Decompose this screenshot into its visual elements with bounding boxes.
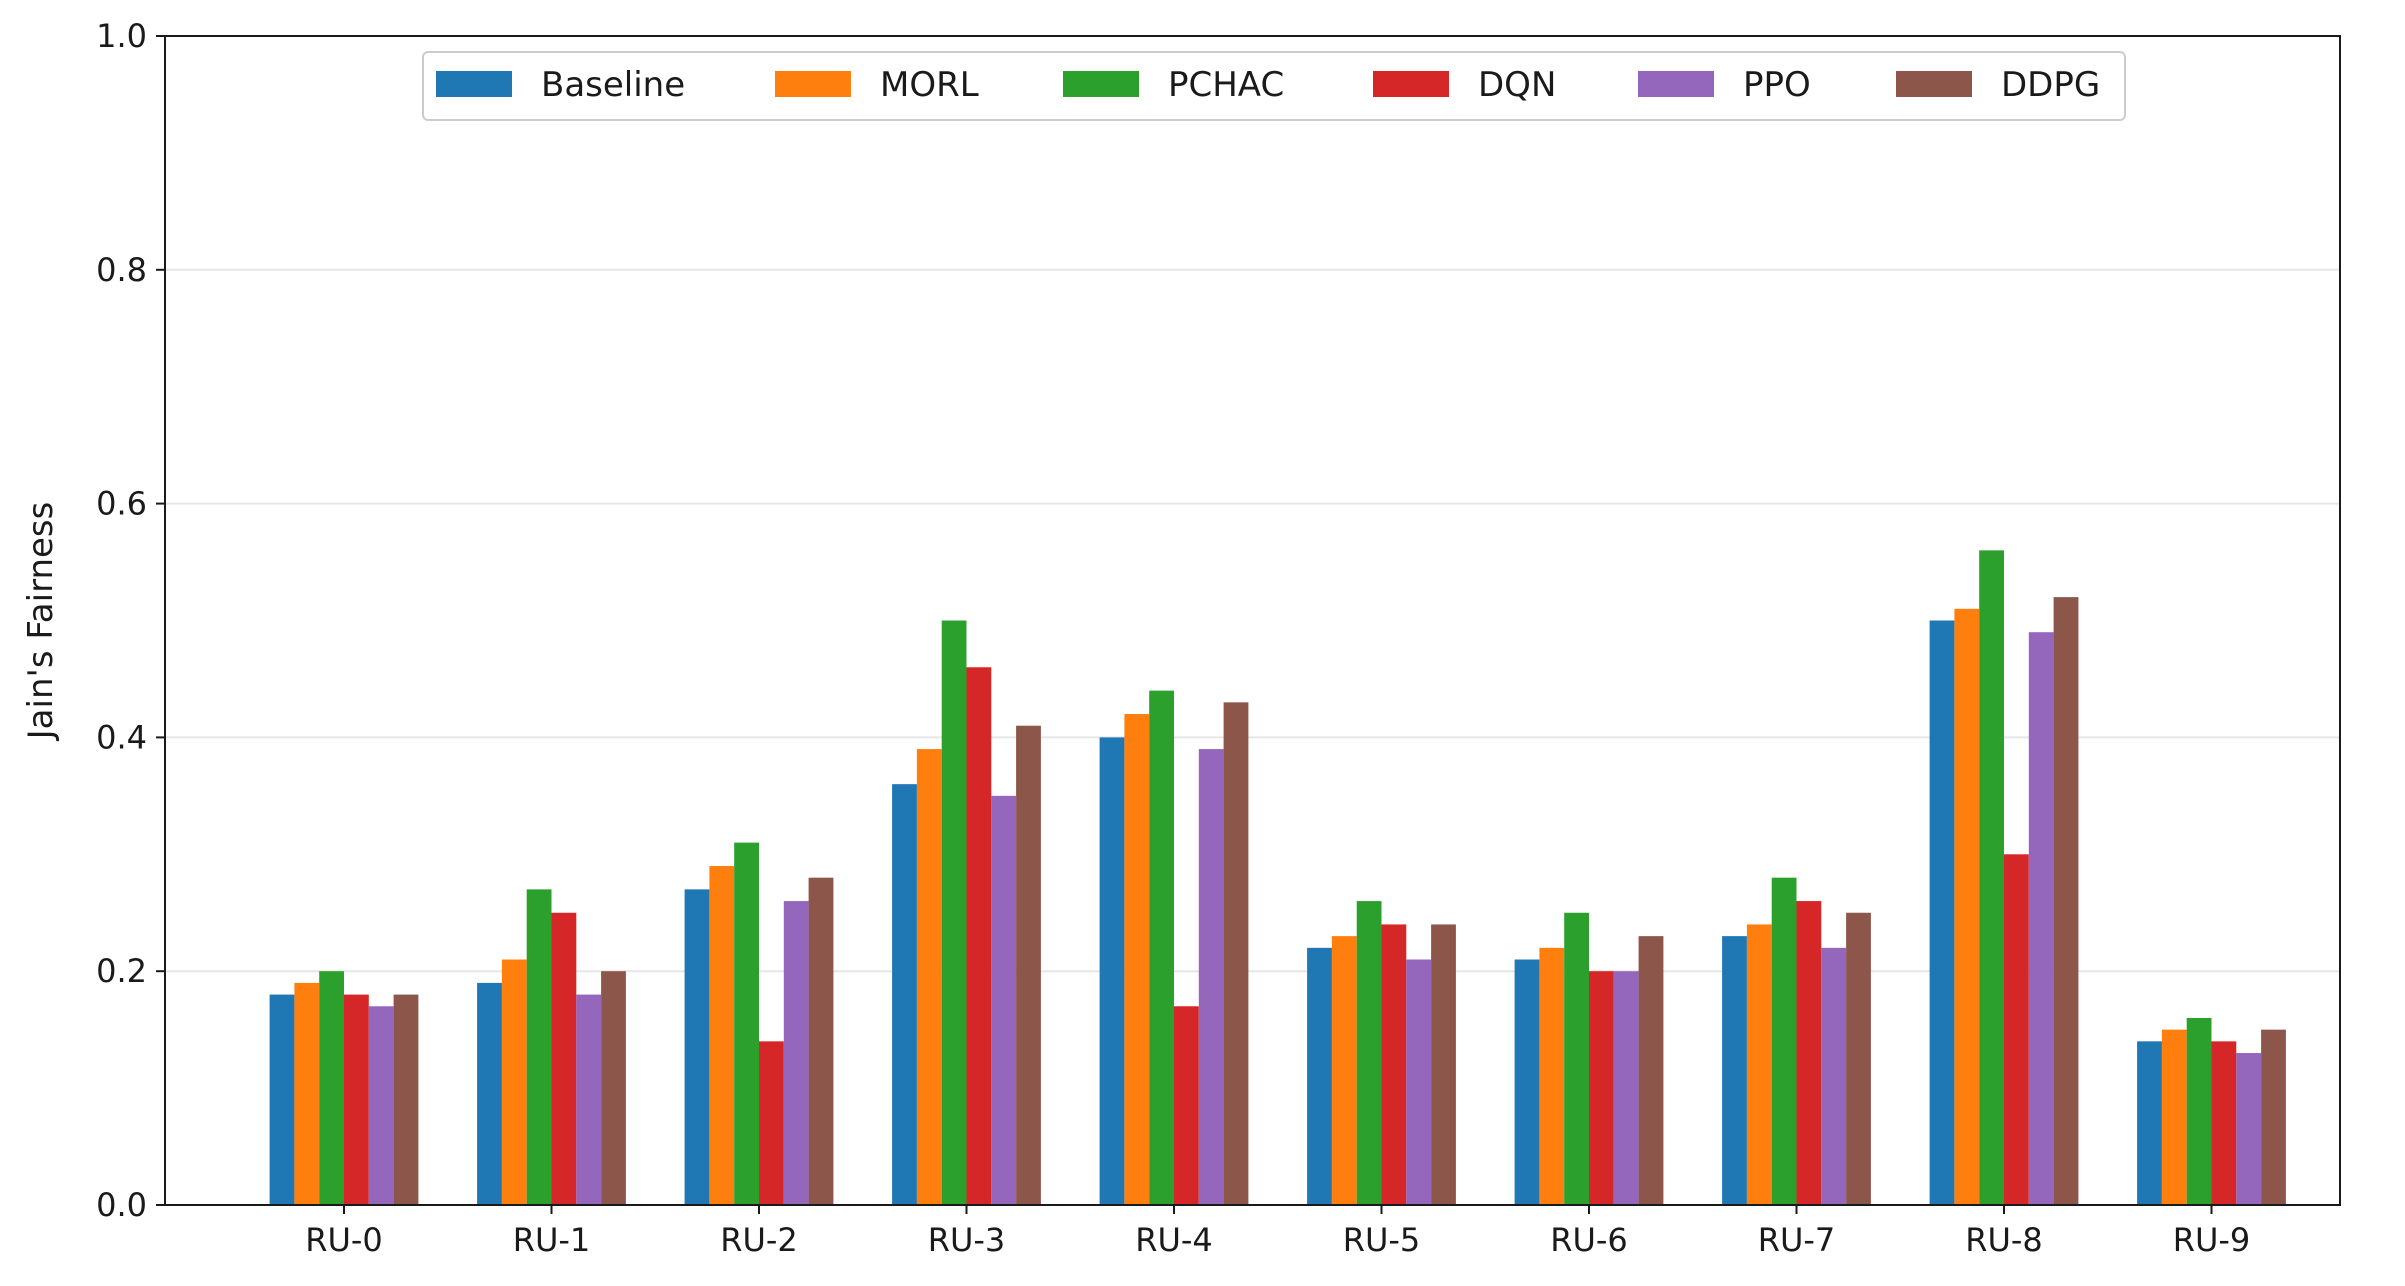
x-tick-label: RU-3 [928,1221,1006,1259]
bar-baseline-ru-8 [1929,620,1955,1205]
legend-swatch-dqn [1373,71,1449,97]
bar-ddpg-ru-8 [2053,597,2079,1205]
bar-ddpg-ru-7 [1846,912,1871,1205]
bar-pchac-ru-1 [526,889,552,1205]
bar-ddpg-ru-1 [601,971,626,1205]
bar-pchac-ru-3 [941,620,967,1205]
x-tick-label: RU-2 [720,1221,798,1259]
bar-morl-ru-2 [709,865,735,1205]
legend-swatch-ddpg [1896,71,1972,97]
legend-label-pchac: PCHAC [1168,65,1284,105]
legend-label-morl: MORL [880,65,979,105]
bar-ddpg-ru-6 [1638,936,1664,1205]
bar-dqn-ru-6 [1589,971,1614,1205]
bar-pchac-ru-2 [734,842,759,1205]
y-tick-label: 0.4 [96,718,147,756]
bar-ppo-ru-4 [1198,749,1224,1205]
bar-ppo-ru-1 [576,994,602,1205]
bar-morl-ru-1 [501,959,527,1205]
plot-frame [164,35,2341,1206]
bar-dqn-ru-8 [2004,854,2029,1205]
legend-label-ddpg: DDPG [2001,65,2100,105]
x-tick-label: RU-1 [513,1221,591,1259]
x-tick-label: RU-0 [305,1221,383,1259]
x-tick-label: RU-5 [1343,1221,1421,1259]
y-axis-title: Jain's Fairness [21,502,61,742]
bar-dqn-ru-2 [759,1041,784,1205]
bar-morl-ru-4 [1124,714,1150,1205]
bar-morl-ru-0 [294,982,320,1205]
bar-ddpg-ru-3 [1016,725,1041,1205]
bar-ppo-ru-7 [1821,947,1847,1205]
legend-swatch-baseline [436,71,512,97]
bars [269,550,2286,1205]
bar-ddpg-ru-0 [393,994,419,1205]
bar-ddpg-ru-5 [1431,924,1456,1205]
bar-dqn-ru-7 [1796,901,1822,1205]
bar-ddpg-ru-9 [2261,1029,2286,1205]
bar-morl-ru-3 [916,749,942,1205]
x-tick-label: RU-4 [1135,1221,1213,1259]
bar-dqn-ru-5 [1381,924,1407,1205]
bar-ddpg-ru-2 [808,877,834,1205]
bar-ppo-ru-6 [1613,971,1639,1205]
x-tick-label: RU-8 [1965,1221,2043,1259]
bar-baseline-ru-6 [1514,959,1540,1205]
bar-ppo-ru-8 [2028,632,2054,1205]
bar-ppo-ru-0 [368,1006,394,1205]
bar-morl-ru-8 [1954,608,1980,1205]
bar-pchac-ru-4 [1149,690,1174,1205]
legend: Baseline MORL PCHAC DQN PPO DDPG [422,51,2126,121]
y-tick-label: 0.0 [96,1186,147,1224]
x-tick-label: RU-7 [1758,1221,1836,1259]
x-tick-label: RU-9 [2173,1221,2251,1259]
bar-dqn-ru-9 [2211,1041,2237,1205]
legend-box [422,51,2126,121]
y-tick-label: 1.0 [96,17,147,55]
bar-ppo-ru-3 [991,795,1017,1205]
y-axis: 0.0 0.2 0.4 0.6 0.8 1.0 [96,17,165,1224]
bar-baseline-ru-0 [269,994,295,1205]
bar-morl-ru-7 [1746,924,1772,1205]
legend-swatch-pchac [1063,71,1139,97]
bar-ppo-ru-9 [2236,1053,2262,1205]
y-tick-label: 0.8 [96,251,147,289]
bar-dqn-ru-4 [1174,1006,1199,1205]
bar-pchac-ru-0 [319,971,344,1205]
bar-dqn-ru-0 [344,994,369,1205]
bar-baseline-ru-5 [1307,947,1332,1205]
bar-pchac-ru-7 [1771,877,1797,1205]
legend-swatch-morl [775,71,851,97]
legend-label-ppo: PPO [1743,65,1811,105]
bar-morl-ru-5 [1331,936,1357,1205]
x-axis: RU-0 RU-1 RU-2 RU-3 RU-4 RU-5 RU-6 RU-7 RU-8 RU-9 [305,1205,2250,1259]
legend-swatch-ppo [1638,71,1714,97]
bar-pchac-ru-6 [1564,912,1589,1205]
bar-baseline-ru-4 [1099,737,1125,1205]
bar-ppo-ru-5 [1406,959,1432,1205]
bar-dqn-ru-1 [551,912,577,1205]
bar-baseline-ru-2 [684,889,710,1205]
bar-ppo-ru-2 [783,901,809,1205]
bar-pchac-ru-9 [2186,1017,2212,1205]
legend-label-baseline: Baseline [541,65,685,105]
legend-label-dqn: DQN [1478,65,1556,105]
x-tick-label: RU-6 [1550,1221,1628,1259]
bar-ddpg-ru-4 [1223,702,1249,1205]
bar-pchac-ru-5 [1356,901,1382,1205]
bar-dqn-ru-3 [966,667,992,1205]
bar-baseline-ru-3 [892,784,917,1205]
bar-baseline-ru-1 [477,982,502,1205]
y-tick-label: 0.6 [96,485,147,523]
bar-baseline-ru-7 [1722,936,1747,1205]
bar-morl-ru-9 [2161,1029,2187,1205]
bar-baseline-ru-9 [2137,1041,2162,1205]
bar-morl-ru-6 [1539,947,1565,1205]
y-tick-label: 0.2 [96,952,147,990]
bar-pchac-ru-8 [1979,550,2004,1205]
